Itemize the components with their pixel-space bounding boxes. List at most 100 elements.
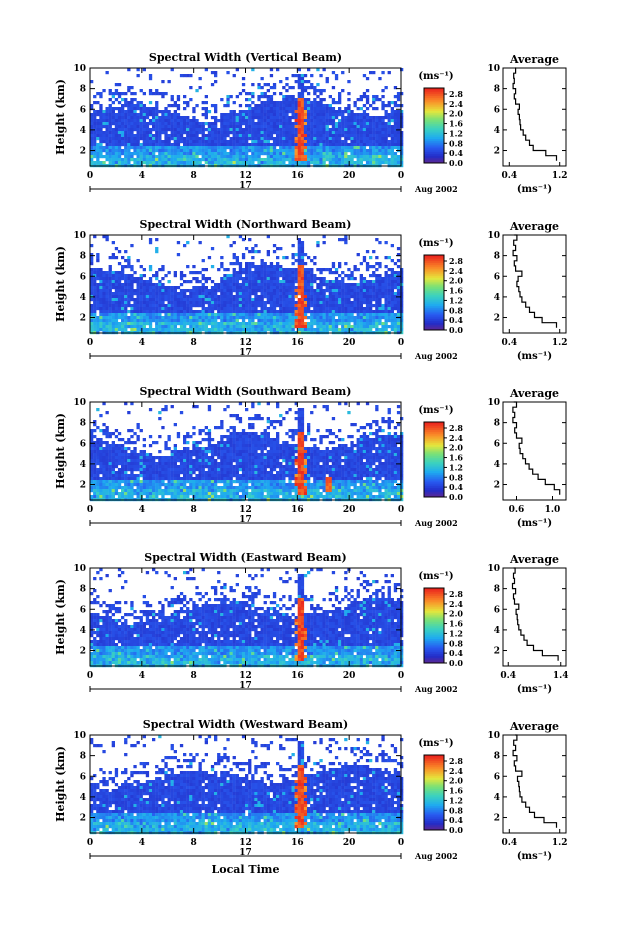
colorbar-swatch: [424, 148, 444, 151]
x-tick-label: 8: [191, 671, 197, 681]
y-tick-label: 6: [80, 439, 86, 449]
x-tick-label: 0: [398, 671, 404, 681]
panel-4: Spectral Width (Eastward Beam) 2 4 6 8 10 Heig…: [54, 551, 569, 695]
colorbar-swatch: [424, 305, 444, 308]
avg-y-tick-label: 8: [494, 752, 500, 762]
colorbar-swatch: [424, 279, 444, 282]
colorbar-tick-label: 0.8: [449, 305, 463, 315]
x-tick-label: 0: [87, 338, 93, 348]
average-title: Average: [509, 720, 559, 733]
colorbar-swatch: [424, 97, 444, 100]
colorbar-swatch: [424, 487, 444, 490]
x-tick-label: 12: [239, 171, 252, 181]
colorbar-swatch: [424, 604, 444, 608]
colorbar-swatch: [424, 461, 444, 464]
colorbar-swatch: [424, 649, 444, 653]
colorbar-swatch: [424, 792, 444, 795]
colorbar-swatch: [424, 425, 444, 429]
colorbar-swatch: [424, 99, 444, 102]
average-frame: [502, 67, 567, 167]
y-tick-label: 8: [80, 419, 86, 429]
colorbar-swatch: [424, 822, 444, 825]
colorbar-swatch: [424, 103, 444, 106]
date-label: Aug 2002: [414, 351, 458, 361]
x-tick-label: 20: [343, 838, 356, 848]
x-tick-label: 12: [239, 505, 252, 515]
avg-x-label: (ms⁻¹): [517, 351, 552, 362]
colorbar-swatch: [424, 644, 444, 647]
avg-y-tick-label: 2: [494, 147, 500, 157]
colorbar-swatch: [424, 619, 444, 623]
average-profile-line: [512, 734, 558, 828]
colorbar-swatch: [424, 316, 444, 320]
average-profile-line: [511, 567, 559, 661]
colorbar-tick-label: 1.6: [449, 286, 463, 296]
colorbar-swatch: [424, 444, 444, 447]
avg-x-tick-label: 1.2: [552, 171, 568, 181]
colorbar-swatch: [424, 125, 444, 128]
colorbar-swatch: [424, 450, 444, 453]
colorbar-swatch: [424, 779, 444, 782]
colorbar-swatch: [424, 260, 444, 263]
colorbar-tick-label: 1.2: [449, 128, 463, 138]
colorbar-swatch: [424, 657, 444, 660]
panel-5: Spectral Width (Westward Beam) 2 4 6 8 10 Heig…: [54, 718, 568, 876]
date-label: Aug 2002: [414, 684, 458, 694]
colorbar-swatch: [424, 258, 444, 262]
colorbar-swatch: [424, 311, 444, 314]
avg-y-tick-label: 10: [487, 64, 500, 74]
colorbar-swatch: [424, 88, 444, 91]
x-tick-label: 20: [343, 505, 356, 515]
avg-x-tick-label: 0.4: [501, 838, 517, 848]
colorbar-tick-label: 0.0: [449, 825, 463, 835]
avg-x-tick-label: 1.4: [553, 671, 569, 681]
colorbar-tick-label: 1.2: [449, 628, 463, 638]
y-axis-label: Height (km): [54, 79, 67, 155]
colorbar-swatch: [424, 616, 444, 619]
avg-x-tick-label: 0.4: [501, 171, 517, 181]
colorbar-swatch: [424, 655, 444, 658]
colorbar-swatch: [424, 427, 444, 430]
x-tick-label: 16: [291, 338, 304, 348]
panel-title: Spectral Width (Northward Beam): [140, 218, 352, 231]
colorbar-tick-label: 0.4: [449, 648, 463, 658]
x-tick-label: 8: [191, 338, 197, 348]
colorbar-swatch: [424, 801, 444, 805]
colorbar-swatch: [424, 478, 444, 481]
colorbar-swatch: [424, 422, 444, 425]
colorbar-swatch: [424, 131, 444, 134]
x-tick-label: 16: [291, 505, 304, 515]
x-tick-label: 0: [398, 505, 404, 515]
heatmap-cells: [90, 235, 404, 335]
colorbar-swatch: [424, 273, 444, 277]
colorbar-swatch: [424, 636, 444, 640]
y-tick-label: 6: [80, 772, 86, 782]
y-tick-label: 10: [73, 731, 86, 741]
x-tick-label: 4: [139, 505, 145, 515]
colorbar-tick-label: 2.4: [449, 599, 463, 609]
x-tick-label: 20: [343, 338, 356, 348]
colorbar-swatch: [424, 452, 444, 455]
avg-y-tick-label: 6: [494, 105, 500, 115]
colorbar-swatch: [424, 770, 444, 773]
avg-y-tick-label: 8: [494, 252, 500, 262]
colorbar-frame: [423, 754, 445, 831]
colorbar-swatch: [424, 101, 444, 104]
colorbar-swatch: [424, 762, 444, 765]
colorbar-swatch: [424, 608, 444, 611]
colorbar-swatch: [424, 591, 444, 595]
x-tick-label: 0: [87, 171, 93, 181]
heatmap-cells: [90, 568, 404, 668]
colorbar-tick-label: 1.6: [449, 786, 463, 796]
y-axis-label: Height (km): [54, 746, 67, 822]
colorbar-swatch: [424, 118, 444, 121]
x-tick-label: 0: [87, 671, 93, 681]
colorbar-swatch: [424, 140, 444, 143]
date-day: 17: [239, 515, 252, 525]
y-tick-label: 8: [80, 752, 86, 762]
colorbar-swatch: [424, 623, 444, 626]
colorbar-tick-label: 0.0: [449, 325, 463, 335]
average-frame: [502, 567, 567, 667]
panel-title: Spectral Width (Eastward Beam): [144, 551, 346, 564]
colorbar-swatch: [424, 640, 444, 643]
